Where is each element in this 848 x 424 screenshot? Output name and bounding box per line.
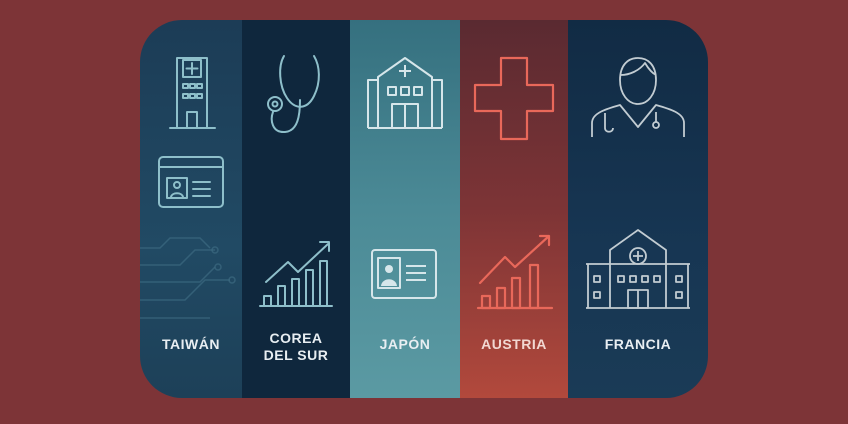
id-card-icon [371, 249, 437, 299]
country-label-korea: COREA DEL SUR [242, 330, 350, 364]
column-france: FRANCIA [568, 20, 708, 398]
hospital-icon [367, 57, 443, 129]
hospital-icon [586, 229, 690, 309]
country-label-japan: JAPÓN [379, 336, 431, 352]
id-card-icon [158, 156, 224, 208]
doctor-icon [591, 57, 685, 137]
country-label-taiwan: TAIWÁN [162, 336, 220, 352]
growth-chart-icon [259, 241, 333, 307]
circuit-icon [140, 237, 236, 319]
hospital-building-icon [169, 57, 216, 129]
country-label-line: DEL SUR [263, 347, 329, 363]
column-japan: JAPÓN [350, 20, 460, 398]
stethoscope-icon [267, 55, 320, 134]
growth-chart-icon [476, 234, 554, 310]
country-label-france: FRANCIA [604, 336, 672, 352]
country-label-line: COREA [269, 330, 323, 346]
medical-cross-icon [473, 56, 555, 141]
countries-panel: TAIWÁN COREA DEL SUR JAPÓN [140, 20, 708, 398]
country-label-austria: AUSTRIA [481, 336, 547, 352]
column-austria: AUSTRIA [460, 20, 568, 398]
column-taiwan: TAIWÁN [140, 20, 242, 398]
column-korea: COREA DEL SUR [242, 20, 350, 398]
